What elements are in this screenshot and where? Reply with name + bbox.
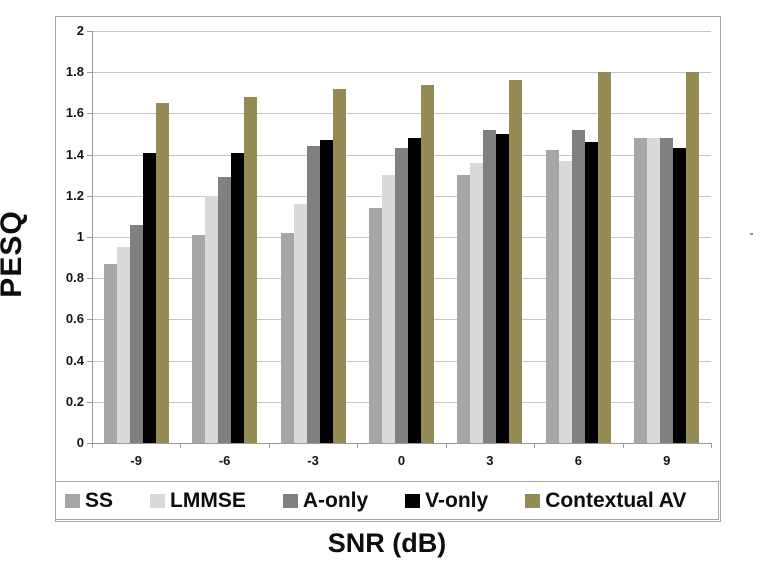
- y-tick-label: 0: [76, 435, 84, 450]
- y-tick-label: 0.8: [65, 270, 84, 286]
- bar-a-only: [218, 177, 232, 443]
- bar-lmmse: [205, 195, 219, 443]
- x-tick-mark: [268, 443, 270, 448]
- artifact-dot: [750, 233, 753, 235]
- y-tick-label: 2: [76, 23, 84, 38]
- bar-v-only: [496, 134, 510, 443]
- bar-contextual-av: [244, 96, 258, 443]
- bar-v-only: [673, 148, 687, 443]
- x-tick-mark: [534, 443, 536, 448]
- bar-ss: [103, 263, 117, 443]
- legend-item-ss: SS: [65, 489, 113, 513]
- y-tick-label: 0.6: [65, 311, 84, 327]
- x-tick-mark: [357, 443, 359, 448]
- x-tick-label: 0: [397, 453, 406, 468]
- y-tick-mark: [87, 31, 92, 32]
- y-tick-mark: [87, 360, 92, 362]
- bar-lmmse: [293, 204, 307, 443]
- legend-label: SS: [85, 488, 114, 512]
- bar-lmmse: [470, 162, 484, 443]
- legend-item-lmmse: LMMSE: [150, 489, 246, 513]
- bar-contextual-av: [332, 88, 346, 443]
- y-tick-label: 1: [76, 229, 84, 244]
- gridline: [92, 113, 711, 115]
- bar-ss: [545, 150, 559, 443]
- legend-item-contextual-av: Contextual AV: [525, 489, 686, 513]
- y-axis-title: PESQ: [0, 210, 28, 298]
- bar-ss: [280, 232, 294, 443]
- bar-v-only: [319, 140, 333, 443]
- x-tick-mark: [622, 443, 624, 448]
- bar-v-only: [231, 152, 245, 443]
- bar-v-only: [408, 138, 421, 443]
- legend-swatch-icon: [282, 493, 298, 508]
- x-tick-mark: [92, 443, 93, 448]
- legend-label: LMMSE: [170, 488, 246, 512]
- legend-swatch-icon: [405, 493, 421, 508]
- gridline: [92, 72, 711, 74]
- bar-lmmse: [558, 160, 572, 443]
- gridline: [92, 31, 711, 32]
- bar-lmmse: [116, 247, 130, 443]
- bar-a-only: [483, 129, 497, 443]
- y-tick-mark: [87, 443, 92, 444]
- bar-contextual-av: [509, 80, 523, 443]
- x-tick-label: -6: [218, 453, 231, 468]
- x-axis-line: [92, 443, 711, 444]
- x-tick-label: 6: [574, 453, 582, 468]
- legend-swatch-icon: [525, 493, 541, 508]
- y-axis-line: [92, 31, 93, 444]
- y-tick-label: 0.2: [65, 393, 84, 409]
- bar-lmmse: [382, 175, 395, 443]
- bar-a-only: [395, 148, 408, 443]
- y-tick-label: 1.2: [65, 187, 84, 203]
- y-tick-label: 0.4: [65, 352, 84, 368]
- y-tick-mark: [87, 319, 92, 321]
- legend-label: A-only: [302, 488, 369, 512]
- x-tick-label: -9: [130, 453, 142, 468]
- bar-ss: [369, 208, 382, 443]
- y-tick-mark: [87, 72, 92, 74]
- legend: SS LMMSE A-only V-only Contextual AV: [55, 481, 719, 520]
- x-tick-mark: [711, 443, 712, 448]
- y-tick-label: 1.8: [65, 64, 84, 80]
- bar-a-only: [660, 138, 674, 443]
- legend-swatch-icon: [150, 493, 166, 508]
- legend-item-a-only: A-only: [282, 488, 369, 513]
- legend-item-v-only: V-only: [405, 489, 488, 513]
- legend-label: Contextual AV: [545, 488, 687, 512]
- y-tick-mark: [87, 154, 92, 156]
- bar-a-only: [306, 146, 320, 443]
- x-axis-title: SNR (dB): [327, 528, 447, 558]
- y-tick-mark: [87, 113, 92, 115]
- y-tick-label: 1.6: [65, 105, 84, 121]
- x-tick-label: 3: [486, 453, 494, 468]
- bar-a-only: [571, 129, 585, 443]
- bar-v-only: [142, 152, 156, 443]
- bar-contextual-av: [686, 72, 700, 443]
- y-tick-mark: [87, 401, 92, 403]
- legend-label: V-only: [425, 488, 489, 512]
- bar-lmmse: [647, 138, 661, 443]
- y-tick-label: 1.4: [65, 146, 84, 162]
- bar-contextual-av: [421, 84, 434, 443]
- bar-v-only: [584, 142, 598, 443]
- x-tick-mark: [445, 443, 447, 448]
- bar-ss: [457, 175, 471, 443]
- x-tick-mark: [180, 443, 182, 448]
- x-tick-label: 9: [663, 453, 671, 468]
- x-tick-label: -3: [307, 453, 319, 468]
- y-tick-mark: [87, 278, 92, 280]
- y-tick-mark: [87, 237, 92, 238]
- bar-a-only: [129, 224, 143, 443]
- legend-swatch-icon: [65, 493, 80, 508]
- bar-contextual-av: [155, 103, 169, 443]
- bar-ss: [634, 138, 648, 443]
- bar-contextual-av: [597, 72, 611, 443]
- y-tick-mark: [87, 195, 92, 197]
- bar-ss: [192, 234, 206, 443]
